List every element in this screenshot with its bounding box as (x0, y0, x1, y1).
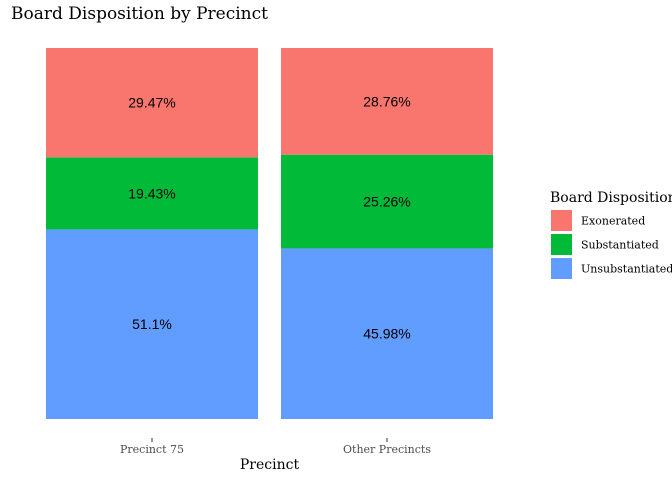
data-label-unsubstantiated-0: 51.1% (132, 316, 172, 332)
legend-swatch-exonerated (551, 210, 572, 231)
legend-label-unsubstantiated: Unsubstantiated (581, 263, 672, 276)
legend: Board Disposition Exonerated Substantiate… (550, 190, 672, 279)
data-label-exonerated-0: 29.47% (128, 95, 175, 111)
x-axis: Precinct 75 Other Precincts (120, 438, 431, 456)
legend-title: Board Disposition (550, 190, 672, 206)
data-label-exonerated-1: 28.76% (363, 93, 410, 109)
legend-label-substantiated: Substantiated (581, 239, 659, 252)
data-label-unsubstantiated-1: 45.98% (363, 326, 410, 342)
bar-segment-substantiated-0 (46, 157, 258, 230)
chart-title: Board Disposition by Precinct (11, 4, 268, 24)
legend-swatch-unsubstantiated (551, 258, 572, 279)
data-label-substantiated-0: 19.43% (128, 185, 175, 201)
legend-label-exonerated: Exonerated (581, 215, 645, 228)
x-axis-title: Precinct (240, 457, 300, 473)
x-tick-label-1: Other Precincts (343, 443, 431, 456)
bar-segment-unsubstantiated-0 (46, 229, 258, 419)
legend-swatch-substantiated (551, 234, 572, 255)
bar-segment-substantiated-1 (281, 154, 493, 249)
bar-segment-unsubstantiated-1 (281, 248, 493, 419)
bar-segment-exonerated-1 (281, 48, 493, 155)
x-tick-label-0: Precinct 75 (120, 443, 184, 456)
plot-area: 51.1% 19.43% 29.47% 45.98% 25.26% 28.76% (46, 48, 493, 419)
bar-segment-exonerated-0 (46, 48, 258, 158)
data-label-substantiated-1: 25.26% (363, 194, 410, 210)
